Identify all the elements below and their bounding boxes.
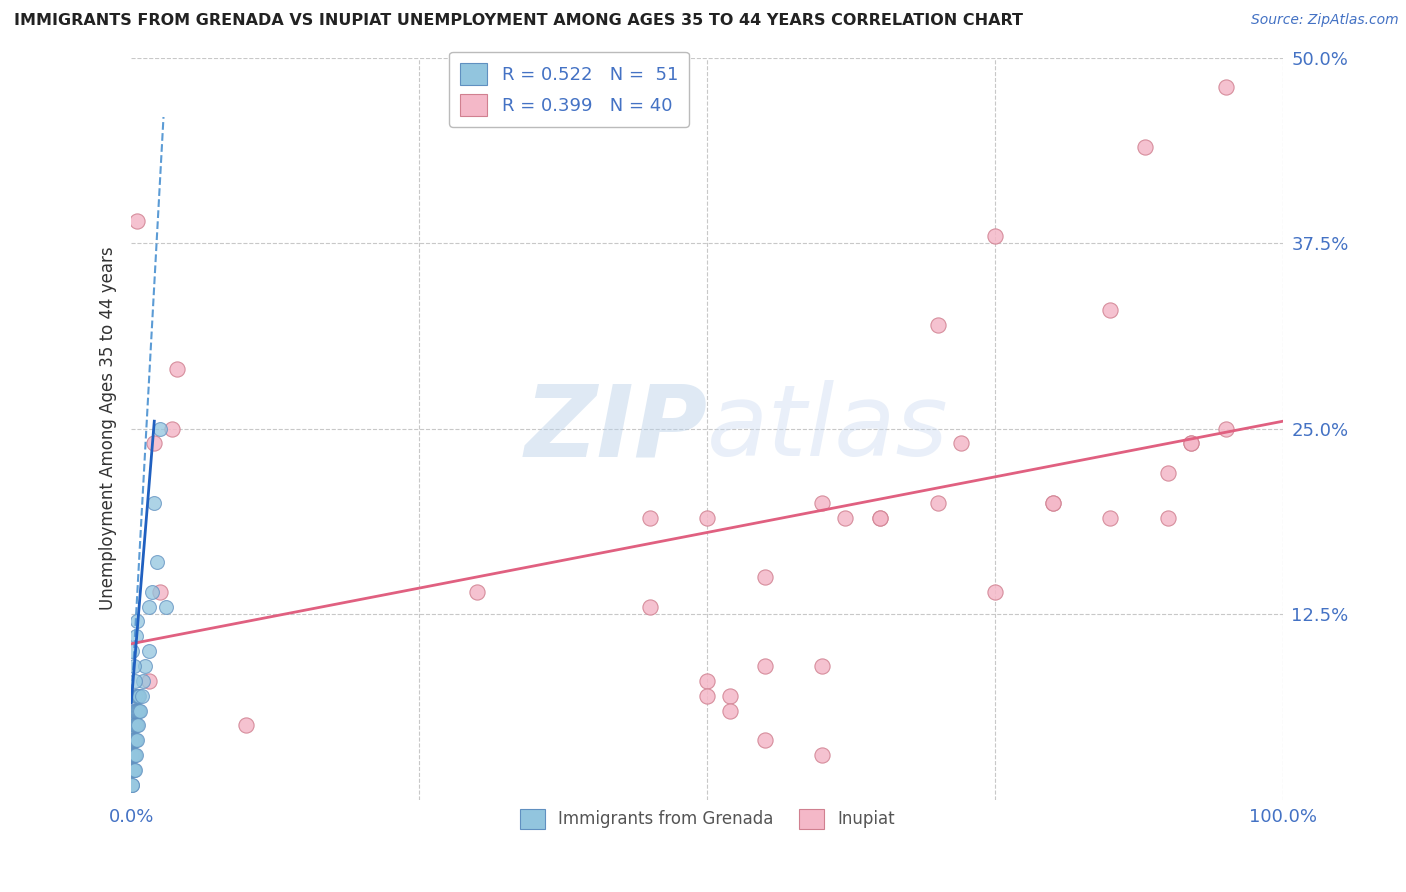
Point xyxy=(138,673,160,688)
Point xyxy=(984,228,1007,243)
Point xyxy=(811,496,834,510)
Point xyxy=(125,733,148,747)
Point xyxy=(166,362,188,376)
Point xyxy=(834,510,856,524)
Point xyxy=(155,599,177,614)
Point xyxy=(927,318,949,332)
Point xyxy=(122,704,145,718)
Point xyxy=(138,599,160,614)
Point xyxy=(125,747,148,762)
Point xyxy=(121,763,143,777)
Text: ZIP: ZIP xyxy=(524,380,707,477)
Point xyxy=(121,778,143,792)
Point xyxy=(754,659,776,673)
Point xyxy=(141,584,163,599)
Text: atlas: atlas xyxy=(707,380,949,477)
Point xyxy=(1180,436,1202,450)
Point xyxy=(145,555,167,569)
Text: IMMIGRANTS FROM GRENADA VS INUPIAT UNEMPLOYMENT AMONG AGES 35 TO 44 YEARS CORREL: IMMIGRANTS FROM GRENADA VS INUPIAT UNEMP… xyxy=(14,13,1024,29)
Point xyxy=(121,718,143,732)
Point xyxy=(125,214,148,228)
Point xyxy=(129,704,152,718)
Point xyxy=(696,510,718,524)
Point xyxy=(869,510,891,524)
Point xyxy=(696,673,718,688)
Point xyxy=(235,718,257,732)
Point xyxy=(124,747,146,762)
Point xyxy=(124,718,146,732)
Point xyxy=(125,704,148,718)
Point xyxy=(696,689,718,703)
Point xyxy=(124,763,146,777)
Point xyxy=(122,763,145,777)
Point xyxy=(127,718,149,732)
Point xyxy=(131,689,153,703)
Y-axis label: Unemployment Among Ages 35 to 44 years: Unemployment Among Ages 35 to 44 years xyxy=(100,247,117,610)
Point xyxy=(128,689,150,703)
Point xyxy=(125,704,148,718)
Point xyxy=(122,747,145,762)
Point xyxy=(121,644,143,658)
Point xyxy=(125,718,148,732)
Point xyxy=(121,733,143,747)
Point xyxy=(718,704,741,718)
Point xyxy=(121,747,143,762)
Point xyxy=(124,704,146,718)
Point xyxy=(1042,496,1064,510)
Point xyxy=(125,629,148,643)
Point xyxy=(124,689,146,703)
Point xyxy=(718,689,741,703)
Point xyxy=(122,747,145,762)
Point xyxy=(128,704,150,718)
Point xyxy=(122,718,145,732)
Point xyxy=(811,659,834,673)
Point xyxy=(754,733,776,747)
Point xyxy=(160,421,183,435)
Point xyxy=(121,763,143,777)
Point xyxy=(143,436,166,450)
Point xyxy=(1215,421,1237,435)
Point xyxy=(121,733,143,747)
Point xyxy=(125,718,148,732)
Point xyxy=(927,496,949,510)
Point xyxy=(1157,510,1180,524)
Point xyxy=(811,747,834,762)
Point xyxy=(125,615,148,629)
Point xyxy=(127,689,149,703)
Point xyxy=(122,733,145,747)
Point xyxy=(754,570,776,584)
Point xyxy=(1042,496,1064,510)
Point xyxy=(138,644,160,658)
Point xyxy=(132,673,155,688)
Point xyxy=(125,733,148,747)
Point xyxy=(121,778,143,792)
Point xyxy=(122,659,145,673)
Point xyxy=(638,599,661,614)
Point xyxy=(143,496,166,510)
Point xyxy=(984,584,1007,599)
Point xyxy=(134,659,156,673)
Text: Source: ZipAtlas.com: Source: ZipAtlas.com xyxy=(1251,13,1399,28)
Point xyxy=(1133,139,1156,153)
Point xyxy=(949,436,972,450)
Point xyxy=(869,510,891,524)
Point xyxy=(122,763,145,777)
Point xyxy=(1099,510,1122,524)
Point xyxy=(1099,302,1122,317)
Legend: Immigrants from Grenada, Inupiat: Immigrants from Grenada, Inupiat xyxy=(513,802,901,836)
Point xyxy=(1180,436,1202,450)
Point xyxy=(124,673,146,688)
Point xyxy=(1215,80,1237,95)
Point xyxy=(1157,466,1180,480)
Point xyxy=(127,704,149,718)
Point xyxy=(638,510,661,524)
Point xyxy=(465,584,488,599)
Point xyxy=(124,733,146,747)
Point xyxy=(125,689,148,703)
Point xyxy=(149,584,172,599)
Point xyxy=(121,747,143,762)
Point xyxy=(149,421,172,435)
